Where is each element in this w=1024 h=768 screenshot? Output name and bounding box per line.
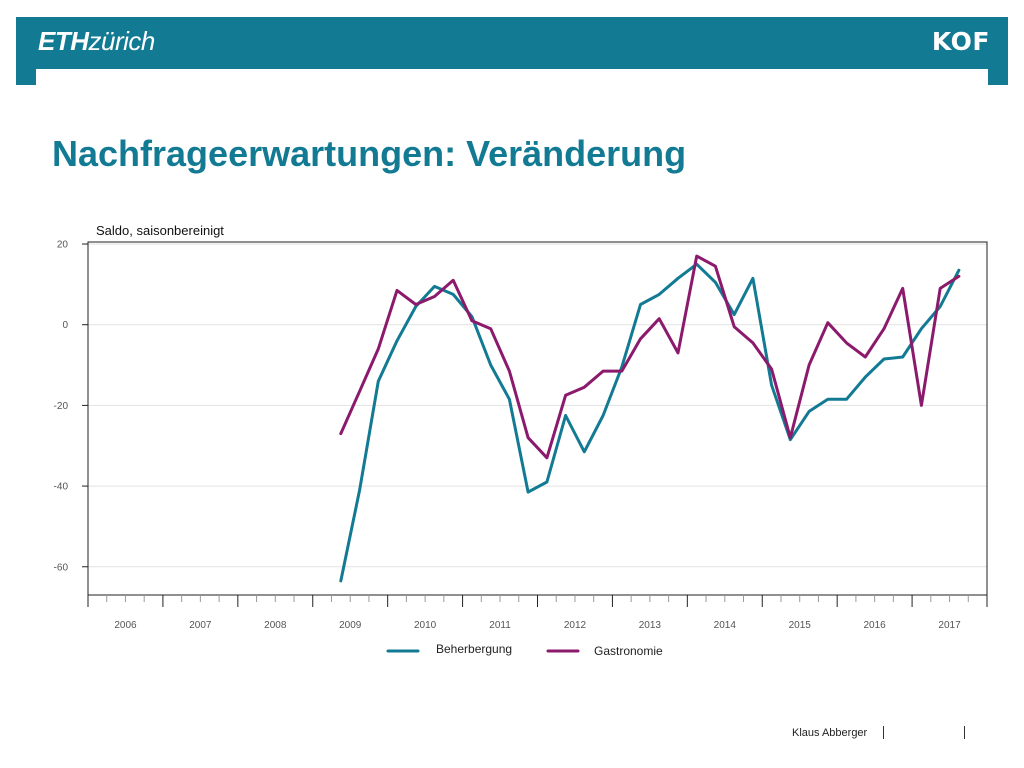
x-tick-label: 2010 [414, 620, 437, 631]
footer-divider-right [964, 726, 965, 739]
y-tick-label: -20 [54, 401, 69, 412]
y-tick-label: -40 [54, 482, 69, 493]
series-line-gastronomie [339, 254, 961, 460]
header-tab-left [16, 69, 36, 85]
y-tick-label: 20 [57, 240, 69, 251]
x-tick-label: 2016 [864, 620, 887, 631]
y-axis-label: Saldo, saisonbereinigt [96, 223, 224, 238]
page-title: Nachfrageerwartungen: Veränderung [52, 133, 687, 174]
y-tick-label: 0 [62, 320, 68, 331]
legend-label-beherbergung: Beherbergung [436, 642, 512, 656]
x-tick-label: 2013 [639, 620, 662, 631]
legend-label-gastronomie: Gastronomie [594, 644, 663, 658]
y-axis-ticks: 20 0 -20 -40 -60 [54, 240, 88, 573]
x-tick-label: 2008 [264, 620, 287, 631]
grid-layer [88, 243, 987, 568]
kof-logo: KOF [931, 27, 990, 56]
x-tick-label: 2011 [489, 620, 511, 631]
series-line-beherbergung [339, 262, 961, 583]
x-tick-label: 2006 [114, 620, 137, 631]
x-tick-label: 2017 [938, 620, 961, 631]
header-bar: ETHzürich KOF [16, 17, 1008, 69]
y-tick-label: -60 [54, 562, 69, 573]
x-tick-label: 2012 [564, 620, 587, 631]
logo-zurich-text: zürich [88, 26, 156, 56]
x-tick-label: 2015 [789, 620, 812, 631]
x-tick-label: 2014 [714, 620, 737, 631]
x-axis-ticks: 2006 2007 2008 2009 2010 2011 2012 2013 2014 2015… [87, 595, 988, 631]
logo-eth-text: ETH [38, 26, 89, 56]
x-tick-label: 2007 [189, 620, 212, 631]
footer-divider-left [883, 726, 884, 739]
plot-frame [87, 241, 988, 596]
eth-zurich-logo: ETHzürich [38, 26, 155, 57]
series-layer [339, 254, 961, 583]
x-tick-label: 2009 [339, 620, 362, 631]
footer-author: Klaus Abberger [792, 727, 868, 739]
header-tab-right [988, 69, 1008, 85]
legend: Beherbergung Gastronomie [386, 642, 663, 658]
